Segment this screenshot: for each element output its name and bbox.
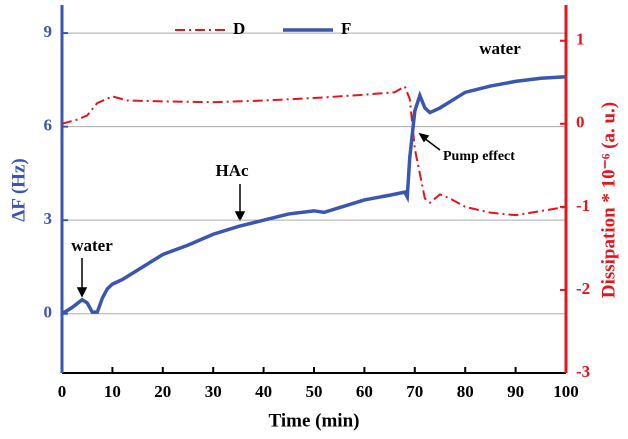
x-tick-label: 0	[58, 382, 67, 401]
y2-tick-label: -1	[576, 196, 590, 215]
y2-tick-label: -3	[576, 362, 590, 381]
y-tick-label: 9	[44, 22, 53, 41]
series-line	[61, 74, 567, 316]
x-tick-label: 50	[306, 382, 323, 401]
x-tick-label: 60	[356, 382, 373, 401]
annotation-arrows	[76, 132, 441, 298]
series-line	[61, 84, 567, 217]
y2-tick-label: 1	[576, 30, 585, 49]
x-tick-label: 90	[507, 382, 524, 401]
y-tick-label: 6	[44, 116, 53, 135]
annotation: HAc	[215, 161, 249, 180]
x-tick-label: 100	[553, 382, 579, 401]
annotation: Pump effect	[443, 149, 515, 164]
y2-tick-label: 0	[576, 113, 585, 132]
x-tick-label: 20	[154, 382, 171, 401]
annotation: water	[71, 236, 113, 255]
x-tick-label: 70	[406, 382, 423, 401]
y-tick-label: 3	[44, 209, 53, 228]
x-tick-label: 40	[255, 382, 272, 401]
legend-label: D	[233, 19, 245, 38]
x-tick-label: 80	[457, 382, 474, 401]
y2-tick-label: -2	[576, 279, 590, 298]
y-tick-label: 0	[44, 303, 53, 322]
y2-axis-label: Dissipation * 10⁻⁶ (a. u.)	[598, 102, 619, 298]
x-tick-label: 10	[104, 382, 121, 401]
y-axis-label: ΔF (Hz)	[8, 158, 29, 221]
legend-label: F	[341, 19, 351, 38]
x-tick-label: 30	[205, 382, 222, 401]
x-axis-label: Time (min)	[269, 410, 360, 431]
annotation: water	[479, 39, 521, 58]
